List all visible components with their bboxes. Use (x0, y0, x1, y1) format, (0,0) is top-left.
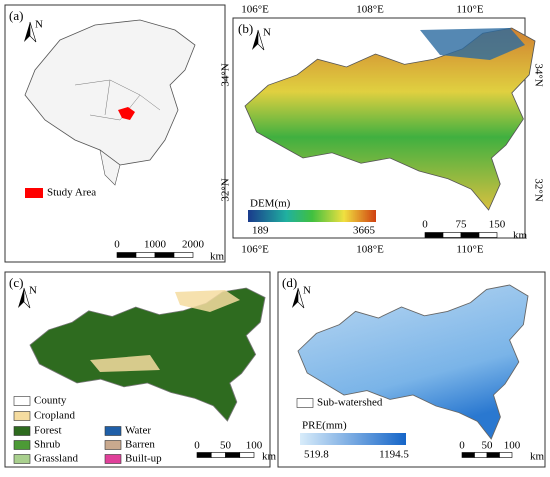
scale-unit: km (210, 251, 225, 263)
lon-label: 108°E (356, 244, 384, 256)
legend-swatch (296, 398, 314, 408)
colorbar-max: 3665 (353, 225, 376, 237)
legend-label: Built-up (125, 453, 162, 465)
scale-label: 50 (482, 440, 494, 452)
legend-swatch (25, 188, 43, 198)
province-border (74, 79, 161, 121)
cropland-area (90, 290, 240, 372)
legend-label: Water (125, 425, 151, 437)
scale-bar (474, 452, 488, 458)
scale-label: 150 (489, 219, 506, 231)
scale-label: 0 (194, 440, 200, 452)
scale-bar (210, 452, 226, 458)
scale-unit: km (530, 451, 545, 463)
legend-swatch (104, 426, 122, 436)
legend-label: County (34, 395, 67, 407)
panel-label: (c) (9, 275, 23, 290)
north-arrow (292, 288, 298, 308)
colorbar-title: DEM(m) (250, 198, 291, 210)
legend-swatch (104, 440, 122, 450)
colorbar-title: PRE(mm) (302, 420, 347, 432)
north-arrow (29, 21, 37, 43)
north-arrow (24, 22, 30, 42)
legend-swatch (13, 396, 31, 406)
scale-unit: km (262, 451, 277, 463)
legend-swatch (13, 440, 31, 450)
scale-label: 100 (504, 440, 521, 452)
scale-label: 0 (422, 219, 428, 231)
colorbar-min: 189 (252, 225, 269, 237)
dem-low (420, 28, 525, 60)
lat-label: 32°N (532, 178, 544, 201)
lon-label: 110°E (456, 244, 483, 256)
panel-label: (d) (282, 275, 297, 290)
legend-label: Cropland (34, 410, 75, 422)
scale-bar (225, 452, 241, 458)
colorbar-max: 1194.5 (379, 449, 409, 461)
legend-swatch (13, 411, 31, 421)
colorbar (300, 433, 406, 445)
panel-label: (a) (9, 8, 23, 23)
north-label: N (29, 285, 37, 297)
north-arrow (23, 287, 31, 309)
scale-bar (135, 252, 156, 258)
china-outline (99, 149, 121, 186)
scale-label: 0 (114, 239, 120, 251)
north-label: N (303, 285, 311, 297)
legend-swatch (13, 454, 31, 464)
scale-label: 0 (459, 440, 465, 452)
scale-bar (116, 252, 137, 258)
scale-label: 100 (246, 440, 263, 452)
scale-bar (424, 232, 444, 238)
legend-label: Study Area (47, 187, 96, 199)
scale-bar (173, 252, 194, 258)
north-arrow (252, 30, 258, 50)
lat-label: 34°N (220, 63, 232, 86)
study-area (118, 107, 135, 120)
scale-label: 1000 (144, 239, 167, 251)
scale-label: 2000 (182, 239, 205, 251)
scale-bar (442, 232, 462, 238)
scale-label: 75 (456, 219, 468, 231)
north-label: N (35, 19, 43, 31)
lon-label: 110°E (456, 4, 483, 16)
scale-label: 50 (220, 440, 232, 452)
scale-bar (460, 232, 480, 238)
north-arrow (257, 29, 265, 51)
legend-label: Barren (125, 439, 155, 451)
lat-label: 32°N (220, 178, 232, 201)
lon-label: 108°E (356, 4, 384, 16)
scale-bar (461, 452, 475, 458)
scale-bar (499, 452, 513, 458)
legend-swatch (13, 426, 31, 436)
colorbar-min: 519.8 (304, 449, 329, 461)
legend-label: Grassland (34, 453, 78, 465)
scale-unit: km (513, 230, 528, 242)
north-arrow (297, 287, 305, 309)
north-arrow (18, 288, 24, 308)
legend-swatch (104, 454, 122, 464)
lat-label: 34°N (532, 63, 544, 86)
scale-bar (478, 232, 498, 238)
lon-label: 106°E (241, 4, 269, 16)
legend-label: Forest (34, 425, 62, 437)
legend-label: Shrub (34, 439, 61, 451)
scale-bar (196, 452, 212, 458)
colorbar (248, 210, 376, 222)
scale-bar (239, 452, 255, 458)
legend-label: Sub-watershed (317, 397, 383, 409)
scale-bar (154, 252, 175, 258)
lon-label: 106°E (241, 244, 269, 256)
north-label: N (263, 27, 271, 39)
scale-bar (486, 452, 500, 458)
panel-label: (b) (238, 21, 253, 36)
china-outline (24, 19, 196, 166)
